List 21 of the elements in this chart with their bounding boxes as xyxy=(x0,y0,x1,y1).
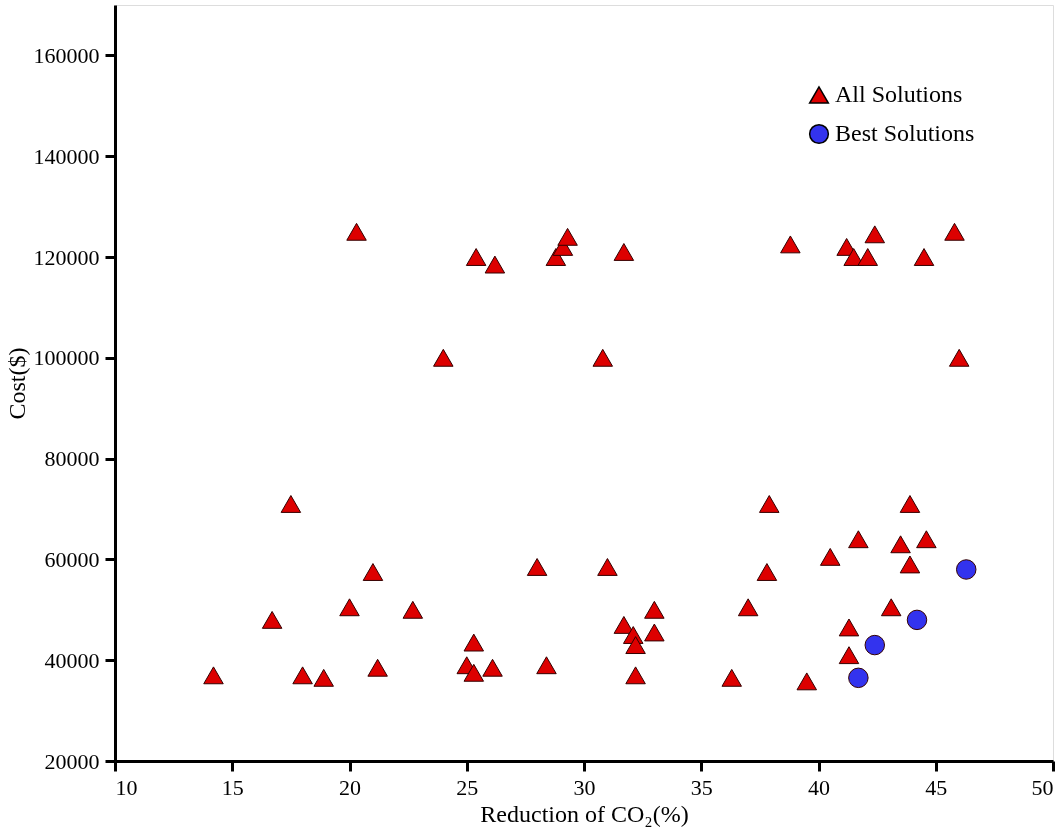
y-tick-label: 20000 xyxy=(44,748,100,774)
x-tick-label: 25 xyxy=(456,774,479,800)
y-tick-label: 140000 xyxy=(33,143,100,169)
x-tick-label: 20 xyxy=(339,774,361,800)
y-tick-label: 160000 xyxy=(33,42,100,68)
x-tick-label: 15 xyxy=(221,774,244,800)
y-tick-label: 40000 xyxy=(44,647,100,673)
y-tick-label: 120000 xyxy=(33,244,100,270)
y-axis-title: Cost($) xyxy=(3,347,30,420)
x-tick-label: 40 xyxy=(808,774,830,800)
x-tick-label: 45 xyxy=(925,774,948,800)
x-tick-label: 30 xyxy=(573,774,596,800)
legend-label: Best Solutions xyxy=(835,120,975,146)
y-tick-label: 60000 xyxy=(44,546,100,572)
x-axis-title: Reduction of CO₂(%) xyxy=(480,800,689,827)
x-tick-label: 50 xyxy=(1031,774,1054,800)
x-tick-label: 35 xyxy=(690,774,713,800)
legend-label: All Solutions xyxy=(835,81,963,107)
y-tick-label: 100000 xyxy=(33,345,100,371)
x-tick-label: 10 xyxy=(115,774,138,800)
y-tick-label: 80000 xyxy=(44,446,100,472)
